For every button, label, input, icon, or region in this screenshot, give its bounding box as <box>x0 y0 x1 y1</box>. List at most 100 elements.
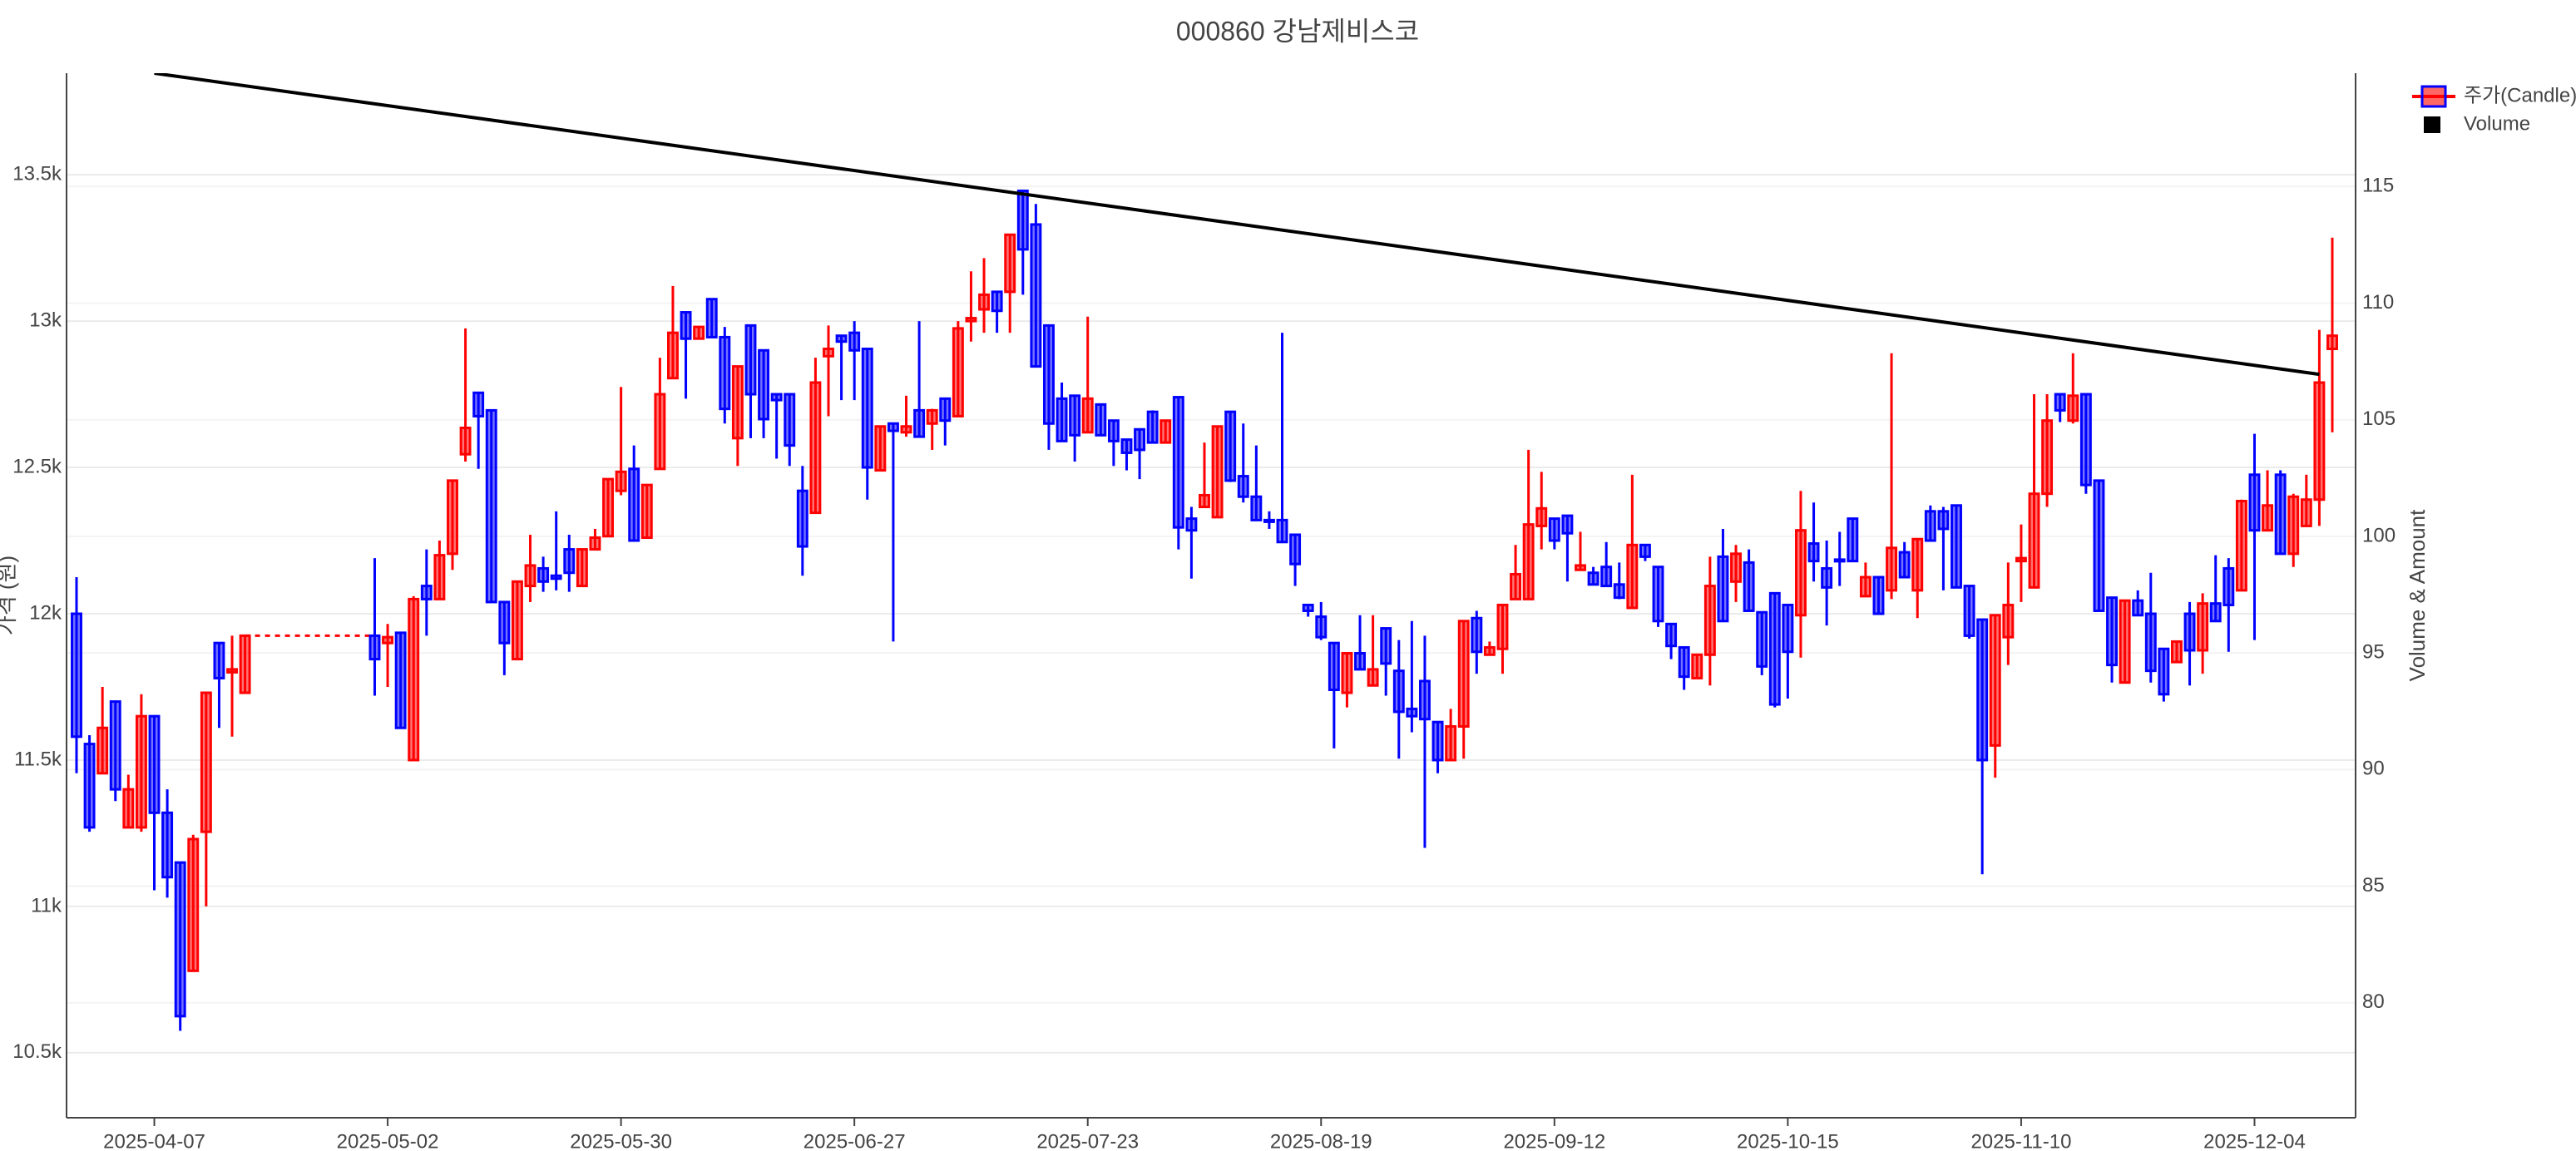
candle-body <box>2093 479 2105 612</box>
candle-body <box>485 408 497 604</box>
candle-body <box>1639 543 1651 558</box>
candle-body <box>122 788 135 829</box>
candle-body <box>1315 615 1328 639</box>
candle-body <box>978 293 990 311</box>
candle-body <box>239 634 251 694</box>
candle-body <box>1069 394 1081 437</box>
candle-body <box>524 564 536 588</box>
candle-body <box>1898 551 1911 579</box>
candle-body <box>2079 393 2092 487</box>
candle-body <box>2274 473 2287 556</box>
y-tick-label: 11.5k <box>14 748 62 770</box>
candle-body <box>1911 537 1924 592</box>
candle-body <box>823 348 834 358</box>
candle-body <box>1743 561 1755 612</box>
candle-body <box>1613 583 1625 600</box>
candle-body <box>1289 533 1302 566</box>
candle-body <box>1821 566 1833 589</box>
candle-body <box>796 489 808 548</box>
candle-body <box>2171 640 2183 664</box>
candle-body <box>1095 403 1107 437</box>
candle-body <box>705 298 718 338</box>
candle-body <box>2235 500 2247 592</box>
candle-body <box>433 554 446 600</box>
x-tick-label: 2025-10-15 <box>1737 1130 1839 1151</box>
candle-body <box>667 331 679 380</box>
y2-axis-label: Volume & Amount <box>2405 509 2430 681</box>
candle-body <box>1756 610 1768 668</box>
candle-body <box>1989 614 2001 747</box>
candle-body <box>459 427 472 456</box>
candle-body <box>1587 571 1599 586</box>
candle-body <box>109 700 121 791</box>
candle-body <box>2326 334 2338 351</box>
candle-body <box>2248 473 2261 532</box>
candle-body <box>1367 668 1379 687</box>
candle-body <box>2119 599 2131 684</box>
legend-icon <box>2420 85 2447 108</box>
candle-body <box>563 548 576 575</box>
candle-body <box>1522 523 1535 600</box>
candle-body <box>952 327 964 417</box>
candle-body <box>1120 438 1133 454</box>
trendline <box>154 73 2320 377</box>
candle-body <box>447 479 458 556</box>
x-tick-label: 2025-07-23 <box>1036 1130 1139 1151</box>
candle-body <box>848 331 861 352</box>
candle-body <box>1134 427 1146 452</box>
candle-body <box>887 422 899 432</box>
candle-body <box>719 335 731 411</box>
candle-body <box>1172 396 1184 529</box>
candle-body <box>1600 566 1613 588</box>
x-tick-label: 2025-06-27 <box>803 1130 906 1151</box>
candle-body <box>1354 652 1366 671</box>
candle-body <box>2209 602 2222 623</box>
candle-body <box>187 837 200 972</box>
candle-body <box>640 483 653 539</box>
candle-body <box>900 425 912 434</box>
candle-body <box>1535 506 1548 527</box>
candle-body <box>1328 641 1340 691</box>
candle-body <box>1795 529 1807 617</box>
candle-body <box>991 290 1003 313</box>
candle-body <box>135 714 147 829</box>
candle-body <box>926 408 938 425</box>
candle-body <box>1976 618 1989 762</box>
candle-body <box>1652 566 1664 623</box>
candle-body <box>96 726 109 775</box>
candle-body <box>200 691 212 833</box>
candle-body <box>1081 397 1094 434</box>
candle-body <box>161 811 174 879</box>
candle-body <box>1276 518 1288 544</box>
candle-body <box>1678 645 1690 679</box>
candle-body <box>2015 556 2027 563</box>
candle-body <box>1406 707 1418 718</box>
y2-tick-label: 85 <box>2362 874 2385 897</box>
candle-body <box>550 574 562 580</box>
candle-body <box>1548 517 1560 542</box>
y2-tick-label: 80 <box>2362 990 2385 1013</box>
candle-body <box>2158 647 2170 696</box>
candle-body <box>1185 517 1198 532</box>
candle-body <box>589 536 601 551</box>
candle-body <box>615 470 627 492</box>
candle-body <box>2106 596 2118 667</box>
candle-body <box>1691 653 1703 679</box>
candle-body <box>71 612 82 739</box>
candle-body <box>472 391 485 417</box>
candle-body <box>368 634 381 661</box>
candle-body <box>1847 517 1859 563</box>
y2-tick-label: 90 <box>2362 758 2385 780</box>
candle-body <box>83 743 96 829</box>
candle-body <box>1341 652 1353 694</box>
candle-body <box>2144 612 2157 673</box>
candle-body <box>1392 669 1405 714</box>
candle-body <box>744 324 757 396</box>
candle-body <box>1030 223 1042 368</box>
candle-body <box>913 408 926 438</box>
candle-body <box>1445 724 1457 762</box>
candle-body <box>2287 495 2300 556</box>
candle-body <box>965 317 977 323</box>
candle-body <box>394 631 407 729</box>
